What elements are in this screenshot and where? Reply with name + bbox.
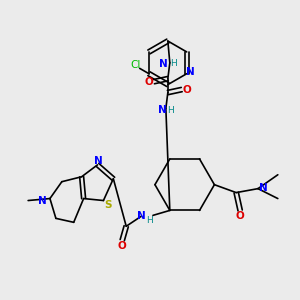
Text: N: N xyxy=(186,67,195,77)
Text: S: S xyxy=(105,200,112,211)
Text: H: H xyxy=(170,59,177,68)
Text: N: N xyxy=(259,183,267,193)
Text: N: N xyxy=(160,59,168,69)
Text: O: O xyxy=(118,241,127,251)
Text: O: O xyxy=(236,212,244,221)
Text: O: O xyxy=(145,76,153,87)
Text: N: N xyxy=(94,156,103,166)
Text: N: N xyxy=(137,212,146,221)
Text: Cl: Cl xyxy=(130,60,141,70)
Text: H: H xyxy=(147,216,153,225)
Text: N: N xyxy=(38,196,46,206)
Text: H: H xyxy=(167,106,174,115)
Text: O: O xyxy=(182,85,191,94)
Text: N: N xyxy=(158,105,166,116)
